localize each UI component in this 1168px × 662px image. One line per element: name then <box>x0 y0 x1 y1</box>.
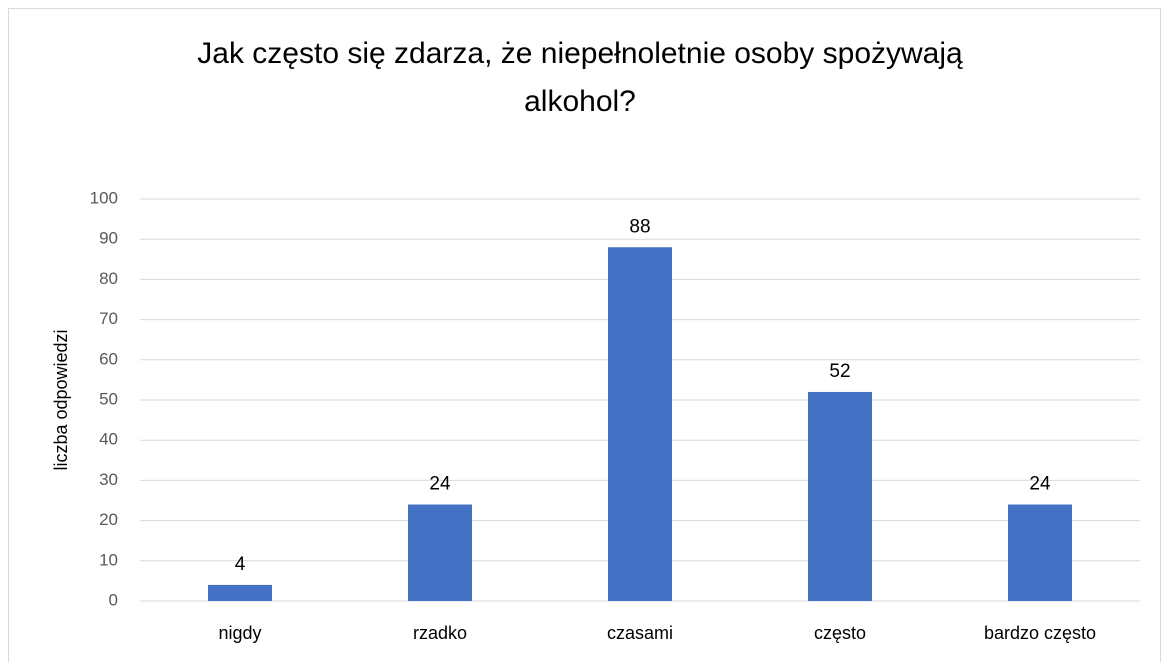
y-tick-label: 60 <box>99 349 118 368</box>
y-tick-label: 0 <box>109 590 118 609</box>
y-tick-label: 100 <box>90 188 118 207</box>
y-tick-label: 40 <box>99 430 118 449</box>
data-label: 4 <box>235 554 246 575</box>
data-label: 24 <box>1029 474 1051 495</box>
x-tick-label: bardzo często <box>984 623 1096 643</box>
bar <box>608 247 672 602</box>
bar <box>208 584 272 601</box>
data-label: 24 <box>429 474 451 495</box>
data-label: 88 <box>629 216 650 237</box>
chart-title: Jak często się zdarza, że niepełnoletnie… <box>197 37 963 118</box>
bar <box>1008 504 1072 601</box>
y-tick-label: 30 <box>99 470 118 489</box>
y-tick-label: 80 <box>99 269 118 288</box>
bar <box>408 504 472 601</box>
y-axis-label: liczba odpowiedzi <box>51 329 71 470</box>
y-tick-label: 20 <box>99 510 118 529</box>
x-tick-label: często <box>814 623 866 643</box>
y-tick-label: 10 <box>99 550 118 569</box>
data-label: 52 <box>829 361 850 382</box>
y-tick-label: 50 <box>99 389 118 408</box>
chart-border <box>8 8 1161 662</box>
bar <box>808 391 872 601</box>
y-tick-label: 70 <box>99 309 118 328</box>
x-tick-label: rzadko <box>413 623 467 643</box>
x-tick-label: czasami <box>607 623 673 643</box>
y-tick-label: 90 <box>99 229 118 248</box>
x-tick-label: nigdy <box>218 623 261 643</box>
